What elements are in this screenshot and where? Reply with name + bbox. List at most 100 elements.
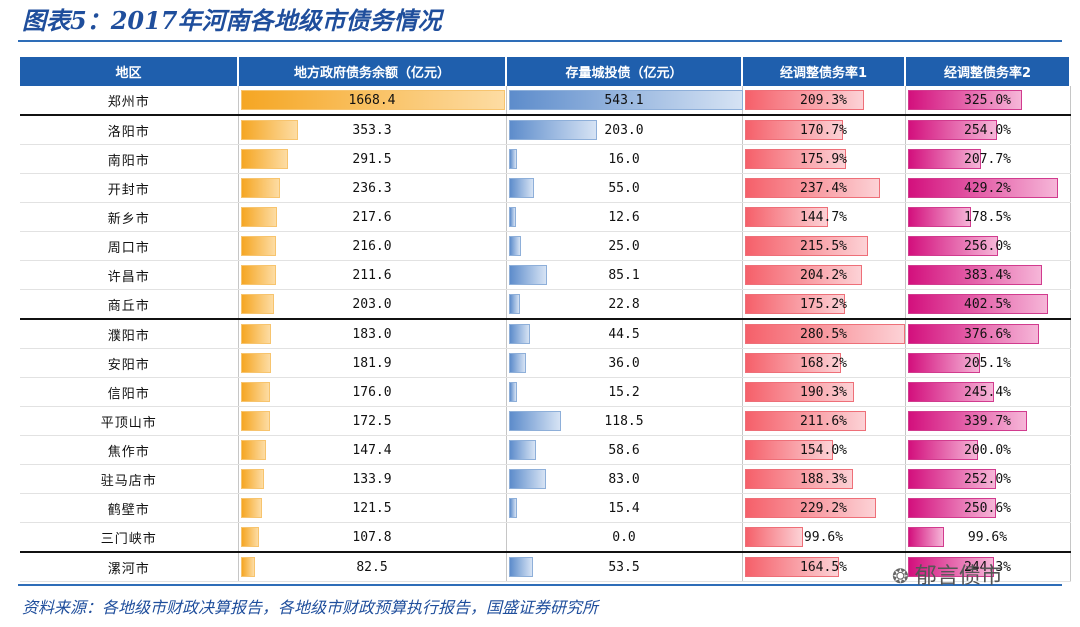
debt-value: 176.0 — [352, 384, 392, 400]
bond-bar — [508, 207, 516, 227]
ratio2-value: 99.6% — [967, 529, 1008, 545]
ratio2-value: 244.3% — [964, 559, 1011, 575]
table-header-row: 地区 地方政府债务余额（亿元） 存量城投债（亿元） 经调整债务率1 经调整债务率… — [20, 57, 1071, 86]
debt-value: 181.9 — [352, 355, 392, 371]
debt-value: 353.3 — [352, 122, 392, 138]
city-cell: 安阳市 — [20, 348, 239, 378]
ratio2-cell: 256.0% — [905, 231, 1071, 261]
ratio1-bar — [744, 382, 854, 402]
city-cell: 周口市 — [20, 231, 239, 261]
ratio1-value: 168.2% — [800, 355, 847, 371]
ratio2-bar — [907, 527, 944, 547]
ratio2-value: 207.7% — [964, 151, 1011, 167]
ratio1-value: 99.6% — [803, 529, 844, 545]
ratio2-cell: 339.7% — [905, 406, 1071, 436]
table-row: 开封市 236.3 55.0 237.4% 429.2% — [20, 173, 1071, 203]
ratio2-cell: 250.6% — [905, 493, 1071, 523]
ratio2-value: 376.6% — [964, 326, 1011, 342]
debt-bar — [240, 557, 256, 577]
table-row: 商丘市 203.0 22.8 175.2% 402.5% — [20, 289, 1071, 320]
ratio2-value: 402.5% — [964, 296, 1011, 312]
wechat-icon: ❂ — [892, 564, 909, 588]
table-row: 濮阳市 183.0 44.5 280.5% 376.6% — [20, 319, 1071, 349]
ratio1-bar — [744, 207, 828, 227]
bond-cell: 12.6 — [506, 202, 743, 232]
debt-value: 236.3 — [352, 180, 392, 196]
footer-rule — [18, 584, 1062, 586]
ratio1-cell: 164.5% — [742, 552, 906, 582]
ratio1-bar — [744, 120, 843, 140]
bond-bar — [508, 120, 598, 140]
ratio1-cell: 175.2% — [742, 289, 906, 320]
ratio2-cell: 200.0% — [905, 435, 1071, 465]
table-row: 焦作市 147.4 58.6 154.0% 200.0% — [20, 435, 1071, 465]
ratio1-cell: 237.4% — [742, 173, 906, 203]
debt-bar — [240, 324, 272, 344]
ratio2-value: 205.1% — [964, 355, 1011, 371]
bond-bar — [508, 178, 534, 198]
table-row: 鹤壁市 121.5 15.4 229.2% 250.6% — [20, 493, 1071, 523]
debt-bar — [240, 120, 298, 140]
bond-cell: 53.5 — [506, 552, 743, 582]
ratio2-value: 250.6% — [964, 500, 1011, 516]
ratio1-cell: 204.2% — [742, 260, 906, 290]
city-cell: 焦作市 — [20, 435, 239, 465]
bond-value: 58.6 — [608, 442, 640, 458]
ratio1-value: 154.0% — [800, 442, 847, 458]
ratio1-value: 229.2% — [800, 500, 847, 516]
debt-cell: 217.6 — [238, 202, 507, 232]
bond-bar — [508, 557, 534, 577]
ratio2-bar — [907, 149, 982, 169]
debt-cell: 172.5 — [238, 406, 507, 436]
ratio2-bar — [907, 90, 1022, 110]
debt-bar — [240, 207, 277, 227]
city-cell: 开封市 — [20, 173, 239, 203]
bond-value: 53.5 — [608, 559, 640, 575]
table-row: 信阳市 176.0 15.2 190.3% 245.4% — [20, 377, 1071, 407]
table-row: 三门峡市 107.8 0.0 99.6% 99.6% — [20, 522, 1071, 553]
bond-cell: 22.8 — [506, 289, 743, 320]
ratio1-cell: 280.5% — [742, 319, 906, 349]
bond-value: 15.4 — [608, 500, 640, 516]
debt-value: 211.6 — [352, 267, 392, 283]
header-debt-ratio-2: 经调整债务率2 — [905, 57, 1071, 86]
debt-bar — [240, 178, 280, 198]
ratio1-bar — [744, 294, 846, 314]
ratio1-bar — [744, 557, 840, 577]
ratio1-value: 280.5% — [800, 326, 847, 342]
debt-bar — [240, 527, 260, 547]
ratio2-bar — [907, 469, 997, 489]
ratio1-cell: 229.2% — [742, 493, 906, 523]
bond-cell: 85.1 — [506, 260, 743, 290]
ratio1-value: 190.3% — [800, 384, 847, 400]
ratio1-bar — [744, 324, 905, 344]
city-cell: 商丘市 — [20, 289, 239, 320]
ratio2-value: 429.2% — [964, 180, 1011, 196]
bond-cell: 36.0 — [506, 348, 743, 378]
table-row: 新乡市 217.6 12.6 144.7% 178.5% — [20, 202, 1071, 232]
bond-value: 0.0 — [612, 529, 636, 545]
bond-value: 16.0 — [608, 151, 640, 167]
ratio2-cell: 254.0% — [905, 115, 1071, 145]
debt-value: 107.8 — [352, 529, 392, 545]
bond-cell: 58.6 — [506, 435, 743, 465]
ratio2-value: 252.0% — [964, 471, 1011, 487]
debt-bar — [240, 149, 289, 169]
ratio2-cell: 245.4% — [905, 377, 1071, 407]
debt-value: 183.0 — [352, 326, 392, 342]
city-cell: 濮阳市 — [20, 319, 239, 349]
ratio2-value: 200.0% — [964, 442, 1011, 458]
title-rule — [18, 40, 1062, 42]
debt-cell: 236.3 — [238, 173, 507, 203]
ratio2-bar — [907, 440, 979, 460]
ratio2-value: 325.0% — [964, 92, 1011, 108]
debt-bar — [240, 440, 266, 460]
debt-bar — [240, 411, 270, 431]
ratio1-value: 164.5% — [800, 559, 847, 575]
figure-title: 图表5：2017年河南各地级市债务情况 — [22, 6, 442, 35]
ratio1-cell: 188.3% — [742, 464, 906, 494]
city-cell: 鹤壁市 — [20, 493, 239, 523]
ratio2-cell: 244.3% — [905, 552, 1071, 582]
debt-bar — [240, 294, 275, 314]
ratio2-cell: 402.5% — [905, 289, 1071, 320]
